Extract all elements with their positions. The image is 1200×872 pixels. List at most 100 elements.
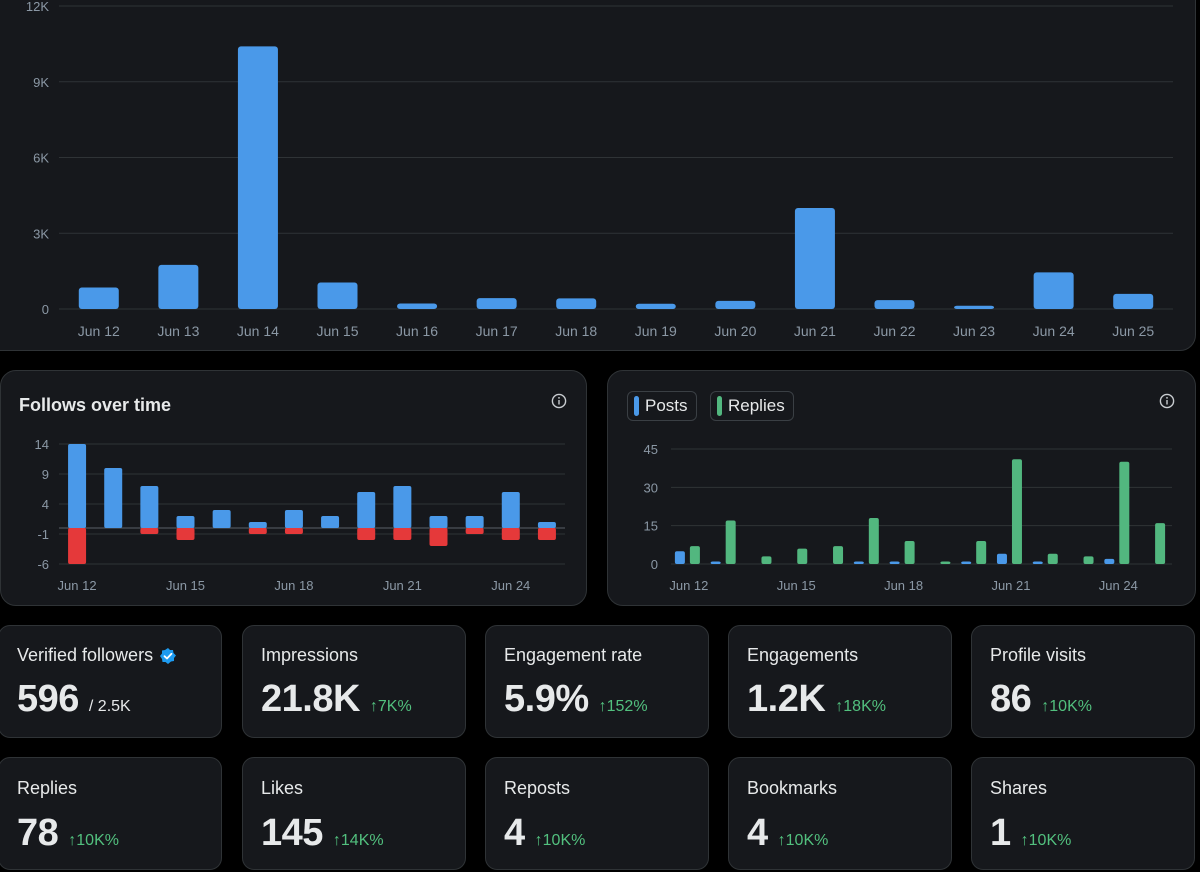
- follow-bar: [68, 444, 87, 528]
- stat-profile-visits[interactable]: Profile visits 86 ↑10K%: [971, 625, 1195, 738]
- legend-posts-toggle[interactable]: Posts: [627, 391, 697, 421]
- stat-label: Engagements: [747, 645, 859, 665]
- x-tick-label: Jun 18: [274, 578, 313, 593]
- posts-bar: [710, 561, 721, 564]
- x-tick-label: Jun 12: [58, 578, 97, 593]
- stat-engagement-rate[interactable]: Engagement rate 5.9% ↑152%: [485, 625, 709, 738]
- y-tick-label: -1: [37, 527, 49, 542]
- impressions-chart-card: 0 3K 6K 9K 12K Jun 12 Jun 13 Jun 14 Jun 15 Jun 16…: [0, 0, 1196, 351]
- stat-label-text: Verified followers: [17, 645, 154, 665]
- follows-chart: 14 9 4 -1 -6 Jun 12 Jun 15 Jun 18 Jun 21 Jun 24: [35, 437, 565, 593]
- bar: [1113, 293, 1154, 309]
- stat-reposts[interactable]: Reposts 4 ↑10K%: [485, 757, 709, 870]
- stat-value: 4: [504, 812, 525, 854]
- stat-engagements[interactable]: Engagements 1.2K ↑18K%: [728, 625, 952, 738]
- info-icon[interactable]: [1159, 393, 1175, 409]
- stat-label: Shares: [990, 778, 1048, 798]
- legend-posts-label: Posts: [645, 396, 688, 415]
- bar: [556, 298, 597, 309]
- stat-value-row: 4 ↑10K%: [504, 812, 585, 855]
- replies-bar: [940, 561, 951, 564]
- y-tick-label: 15: [644, 519, 658, 534]
- posts-bar: [674, 551, 685, 564]
- stat-label: Engagement rate: [504, 645, 643, 665]
- follow-bar: [248, 522, 267, 528]
- replies-bar: [689, 546, 700, 564]
- posts-swatch: [634, 396, 639, 416]
- follow-bar: [212, 510, 231, 528]
- replies-bar: [1011, 459, 1022, 564]
- unfollow-bar: [393, 528, 412, 540]
- bar: [1033, 272, 1074, 309]
- stat-impressions[interactable]: Impressions 21.8K ↑7K%: [242, 625, 466, 738]
- x-tick-label: Jun 12: [78, 323, 120, 339]
- y-tick-label: 9: [42, 467, 49, 482]
- stat-label: Replies: [17, 778, 78, 798]
- legend-replies-toggle[interactable]: Replies: [710, 391, 794, 421]
- unfollow-bar: [357, 528, 376, 540]
- posts-bar: [1104, 558, 1115, 564]
- replies-bar: [797, 548, 808, 564]
- replies-bar: [868, 518, 879, 564]
- x-tick-label: Jun 15: [166, 578, 205, 593]
- stat-value-row: 145 ↑14K%: [261, 812, 384, 855]
- follow-bar: [429, 516, 448, 528]
- follow-bar: [357, 492, 376, 528]
- stat-value-row: 596 / 2.5K: [17, 678, 131, 721]
- replies-bar: [1119, 461, 1130, 564]
- unfollow-bar: [140, 528, 159, 534]
- y-tick-label: 14: [35, 437, 49, 452]
- y-tick-label: 9K: [33, 75, 49, 90]
- x-tick-label: Jun 13: [157, 323, 199, 339]
- y-tick-label: 0: [651, 557, 658, 572]
- x-tick-label: Jun 15: [777, 578, 816, 593]
- x-tick-label: Jun 12: [669, 578, 708, 593]
- replies-bar: [976, 541, 987, 564]
- y-tick-label: -6: [37, 557, 49, 572]
- bar: [794, 208, 835, 309]
- stat-change: ↑10K%: [777, 832, 829, 849]
- y-tick-label: 6K: [33, 151, 49, 166]
- follow-bar: [393, 486, 412, 528]
- x-tick-label: Jun 21: [991, 578, 1030, 593]
- stat-value: 21.8K: [261, 678, 360, 720]
- replies-bar: [761, 556, 772, 564]
- stat-label: Verified followers: [17, 645, 177, 666]
- unfollow-bar: [176, 528, 195, 540]
- posts-bar: [1032, 561, 1043, 564]
- stat-shares[interactable]: Shares 1 ↑10K%: [971, 757, 1195, 870]
- impressions-chart: 0 3K 6K 9K 12K Jun 12 Jun 13 Jun 14 Jun 15 Jun 16…: [26, 0, 1173, 339]
- stat-label: Likes: [261, 778, 304, 798]
- stat-value-row: 4 ↑10K%: [747, 812, 828, 855]
- stat-value-row: 5.9% ↑152%: [504, 678, 648, 721]
- stat-value: 596: [17, 678, 79, 720]
- stat-change: ↑10K%: [1020, 832, 1072, 849]
- y-tick-label: 4: [42, 497, 49, 512]
- stat-bookmarks[interactable]: Bookmarks 4 ↑10K%: [728, 757, 952, 870]
- replies-bar: [1155, 523, 1166, 564]
- bar: [158, 264, 199, 309]
- replies-bar: [1083, 556, 1094, 564]
- bar: [476, 298, 517, 309]
- follow-bar: [140, 486, 159, 528]
- stat-value: 78: [17, 812, 59, 854]
- unfollow-bar: [465, 528, 484, 534]
- stat-change: ↑18K%: [835, 698, 886, 715]
- replies-bar: [833, 546, 844, 564]
- stat-value: 86: [990, 678, 1032, 720]
- follow-bar: [465, 516, 484, 528]
- stat-verified-followers[interactable]: Verified followers 596 / 2.5K: [0, 625, 222, 738]
- unfollow-bar: [68, 528, 87, 564]
- y-tick-label: 30: [644, 480, 658, 495]
- x-tick-label: Jun 21: [794, 323, 836, 339]
- stat-label: Profile visits: [990, 645, 1087, 665]
- stat-likes[interactable]: Likes 145 ↑14K%: [242, 757, 466, 870]
- posts-replies-chart: 0 15 30 45 Jun 12 Jun 15 Jun 18 Jun 21 Jun 24: [644, 442, 1172, 593]
- posts-replies-chart-card: Posts Replies 0 15 30 45 Jun 12 Jun 15 Jun 18 J…: [607, 370, 1196, 606]
- y-tick-label: 12K: [26, 0, 49, 14]
- bar: [397, 303, 438, 309]
- info-icon[interactable]: [551, 393, 567, 409]
- stat-change: ↑10K%: [1041, 698, 1092, 715]
- stat-replies[interactable]: Replies 78 ↑10K%: [0, 757, 222, 870]
- y-tick-label: 45: [644, 442, 658, 457]
